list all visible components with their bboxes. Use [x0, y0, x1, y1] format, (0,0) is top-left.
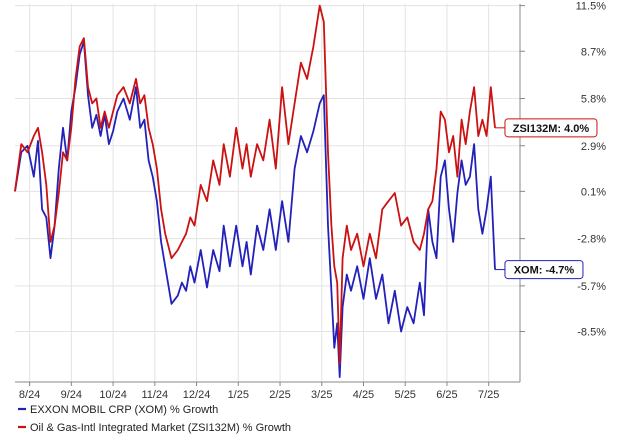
end-label-zsi132m: ZSI132M: 4.0%: [513, 123, 590, 135]
y-tick-label: -2.8%: [577, 234, 606, 246]
legend-label-zsi132m: Oil & Gas-Intl Integrated Market (ZSI132…: [30, 422, 291, 434]
x-tick-label: 2/25: [269, 389, 290, 401]
series-line-zsi132m: [14, 4, 496, 366]
series-line-xom: [14, 40, 496, 379]
y-tick-label: -8.5%: [577, 326, 606, 338]
x-tick-label: 6/25: [436, 389, 457, 401]
x-tick-label: 9/24: [61, 389, 82, 401]
x-tick-label: 1/25: [228, 389, 249, 401]
x-tick-label: 4/25: [353, 389, 374, 401]
x-tick-label: 3/25: [311, 389, 332, 401]
end-label-box-xom: [504, 260, 584, 280]
end-label-box-zsi132m: [504, 118, 598, 138]
y-tick-label: 5.8%: [581, 94, 606, 106]
x-tick-label: 8/24: [19, 389, 40, 401]
x-tick-label: 11/24: [141, 389, 168, 401]
end-label-xom: XOM: -4.7%: [514, 265, 575, 277]
x-tick-label: 10/24: [99, 389, 127, 401]
plot-area: [15, 4, 520, 382]
y-tick-label: 11.5%: [576, 1, 607, 13]
x-tick-label: 5/25: [395, 389, 416, 401]
y-tick-label: 8.7%: [581, 46, 606, 58]
legend-label-xom: EXXON MOBIL CRP (XOM) % Growth: [30, 404, 218, 416]
y-tick-label: -5.7%: [577, 281, 606, 293]
x-tick-label: 7/25: [478, 389, 499, 401]
x-tick-label: 12/24: [183, 389, 211, 401]
y-tick-label: 2.9%: [581, 141, 606, 153]
y-tick-label: 0.1%: [581, 186, 606, 198]
